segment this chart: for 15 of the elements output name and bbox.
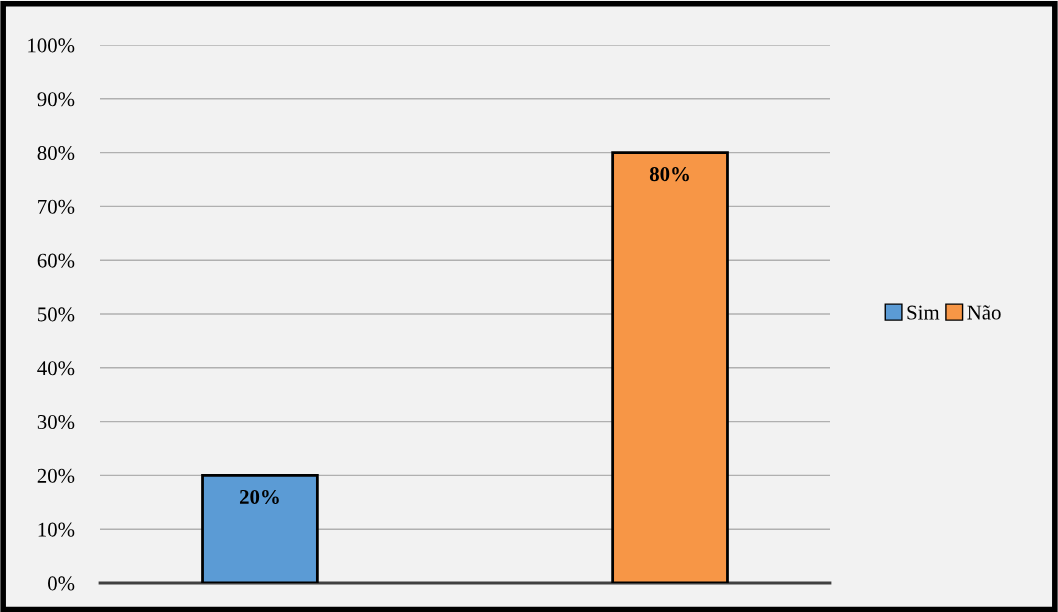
y-tick-label: 80%: [37, 145, 75, 161]
y-tick-label: 40%: [37, 361, 75, 376]
y-tick-label: 30%: [37, 414, 75, 430]
data-label: 80%: [649, 167, 689, 182]
y-tick-label: 70%: [38, 199, 75, 214]
legend-label: Sim: [907, 305, 940, 320]
y-tick-label: 20%: [37, 468, 75, 483]
y-tick-label: 100%: [28, 38, 75, 53]
y-tick-label: 60%: [37, 253, 75, 268]
data-label: 20%: [239, 489, 279, 505]
y-tick-label: 50%: [38, 307, 75, 322]
y-tick-label: 10%: [38, 522, 75, 537]
legend-label: Não: [967, 305, 1001, 320]
y-tick-label: 90%: [37, 92, 75, 107]
y-tick-label: 0%: [48, 576, 75, 591]
